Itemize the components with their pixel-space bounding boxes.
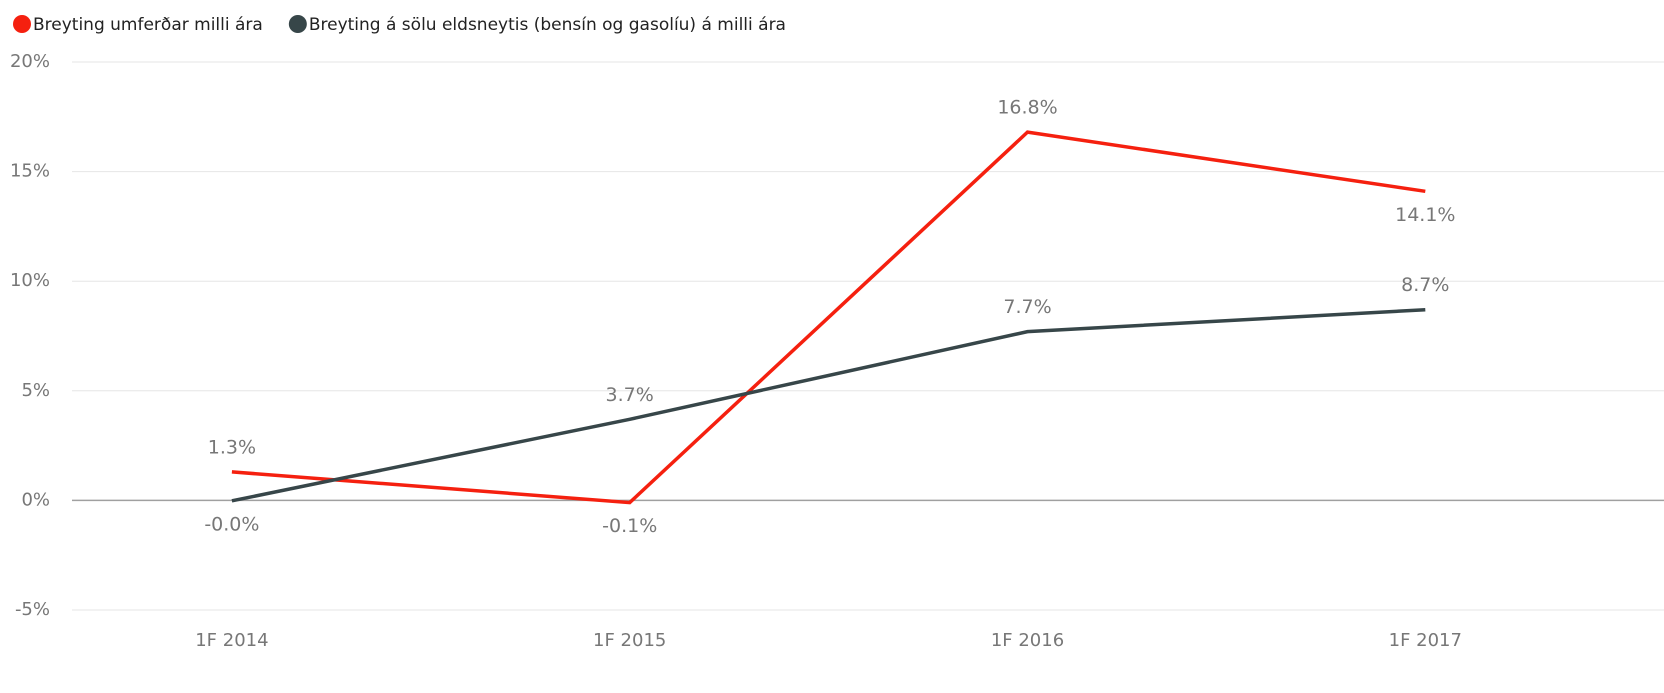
y-tick-label: 15% bbox=[10, 161, 50, 182]
y-tick-label: 5% bbox=[21, 380, 50, 401]
legend-label: Breyting umferðar milli ára bbox=[33, 15, 263, 35]
data-label: 7.7% bbox=[1003, 296, 1051, 318]
y-tick-label: 20% bbox=[10, 51, 50, 72]
x-tick-label: 1F 2017 bbox=[1389, 630, 1462, 651]
x-tick-label: 1F 2014 bbox=[195, 630, 268, 651]
y-tick-label: -5% bbox=[15, 599, 50, 620]
y-tick-label: 0% bbox=[21, 489, 50, 510]
data-label: 3.7% bbox=[606, 384, 654, 406]
data-label: 1.3% bbox=[208, 436, 256, 458]
legend-marker bbox=[13, 15, 31, 33]
legend-label: Breyting á sölu eldsneytis (bensín og ga… bbox=[309, 15, 786, 35]
series-line bbox=[231, 307, 1426, 503]
x-tick-label: 1F 2015 bbox=[593, 630, 666, 651]
data-label: -0.0% bbox=[204, 513, 259, 535]
series-line bbox=[231, 130, 1426, 505]
data-label: 16.8% bbox=[997, 97, 1057, 119]
x-tick-label: 1F 2016 bbox=[991, 630, 1064, 651]
data-label: 8.7% bbox=[1401, 274, 1449, 296]
data-label: 14.1% bbox=[1395, 204, 1455, 226]
data-label: -0.1% bbox=[602, 515, 657, 537]
y-tick-label: 10% bbox=[10, 270, 50, 291]
legend-marker bbox=[288, 15, 307, 33]
